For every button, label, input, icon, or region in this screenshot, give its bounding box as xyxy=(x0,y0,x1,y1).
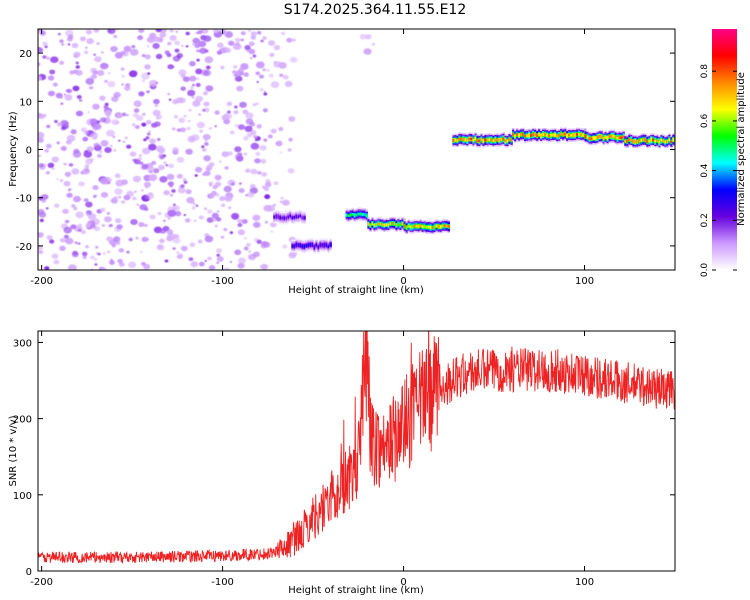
noise-region xyxy=(265,31,298,259)
snr-x-label: Height of straight line (km) xyxy=(288,585,424,596)
tone-segment xyxy=(273,209,306,225)
noise-region xyxy=(38,29,272,270)
snr-series xyxy=(38,331,675,564)
colorbar-tick-label: 0.8 xyxy=(700,64,710,79)
x-tick-label: 100 xyxy=(575,276,594,287)
y-tick-label: 200 xyxy=(13,415,32,426)
y-tick-label: 300 xyxy=(13,338,32,349)
tone-segment xyxy=(452,132,513,148)
tone-segment xyxy=(291,238,332,254)
spectrogram-y-ticks: -20 -10 0 10 20 xyxy=(16,49,675,253)
snr-frame xyxy=(37,330,676,572)
tone-segment xyxy=(367,216,406,232)
tone-segment xyxy=(584,129,625,146)
x-tick-label: 0 xyxy=(400,276,406,287)
snr-y-label: SNR (10 * v/v) xyxy=(8,415,19,486)
spectrogram-x-ticks: -200 -100 0 100 xyxy=(30,29,594,287)
y-tick-label: 100 xyxy=(13,491,32,502)
colorbar: 0.0 0.2 0.4 0.6 0.8 Normalized spectral ampl… xyxy=(700,29,747,277)
x-tick-label: 100 xyxy=(575,577,594,588)
x-tick-label: -200 xyxy=(30,276,53,287)
spectrogram-x-label: Height of straight line (km) xyxy=(288,285,424,296)
snr-line xyxy=(38,331,675,564)
y-tick-label: -10 xyxy=(16,194,32,205)
y-tick-label: -20 xyxy=(16,242,32,253)
tone-segment xyxy=(403,219,450,235)
chart-title: S174.2025.364.11.55.E12 xyxy=(284,2,467,18)
spectrogram-y-label: Frequency (Hz) xyxy=(8,111,19,187)
y-tick-label: 10 xyxy=(19,97,32,108)
x-tick-label: -100 xyxy=(211,276,234,287)
colorbar-gradient xyxy=(712,29,737,270)
snr-x-ticks: -200 -100 0 100 xyxy=(30,331,594,588)
spectrogram-frame xyxy=(37,28,676,271)
colorbar-tick-label: 0.4 xyxy=(700,163,710,178)
x-tick-label: 0 xyxy=(400,577,406,588)
noise-region xyxy=(359,33,375,55)
colorbar-label: Normalized spectral amplitude xyxy=(736,72,747,226)
colorbar-tick-label: 0.0 xyxy=(700,263,710,278)
colorbar-tick-label: 0.6 xyxy=(700,114,710,129)
colorbar-ticks: 0.0 0.2 0.4 0.6 0.8 xyxy=(700,64,737,277)
spectrogram-heatmap xyxy=(38,29,675,270)
tone-segment xyxy=(345,207,368,223)
y-tick-label: 0 xyxy=(26,567,32,578)
colorbar-tick-label: 0.2 xyxy=(700,213,710,227)
tone-segment xyxy=(624,133,675,149)
x-tick-label: -200 xyxy=(30,577,53,588)
x-tick-label: -100 xyxy=(211,577,234,588)
y-tick-label: 0 xyxy=(26,146,32,157)
tone-segment xyxy=(512,127,587,143)
y-tick-label: 20 xyxy=(19,49,32,60)
snr-panel: -200 -100 0 100 0 100 200 300 Height of straig… xyxy=(8,330,676,596)
snr-y-ticks: 0 100 200 300 xyxy=(13,338,675,578)
